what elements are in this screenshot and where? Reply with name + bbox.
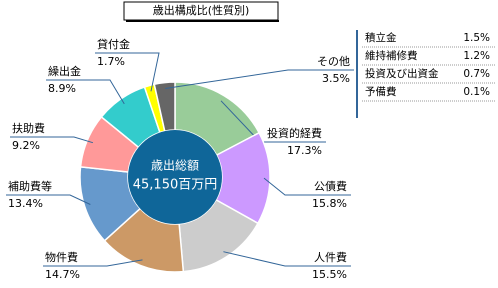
table-value: 0.1% bbox=[463, 86, 490, 98]
leader-line bbox=[46, 79, 125, 105]
center-value: 45,150百万円 bbox=[133, 178, 218, 193]
value-label: 8.9% bbox=[48, 82, 76, 95]
table-value: 1.2% bbox=[463, 50, 490, 62]
center-disc bbox=[128, 130, 222, 224]
slice-label: 繰出金 bbox=[48, 64, 81, 78]
chart-title: 歳出構成比(性質別) bbox=[153, 3, 250, 17]
slice-label: 物件費 bbox=[45, 250, 78, 264]
value-label: 1.7% bbox=[97, 55, 125, 68]
slice-label: 投資的経費 bbox=[267, 126, 322, 140]
table-name: 投資及び出資金 bbox=[365, 67, 439, 80]
leader-line bbox=[95, 52, 160, 92]
leader-line bbox=[223, 251, 351, 267]
table-name: 維持補修費 bbox=[365, 49, 418, 62]
slice-label: 補助費等 bbox=[8, 179, 52, 193]
slice-label: 人件費 bbox=[314, 250, 347, 264]
value-label: 9.2% bbox=[12, 139, 40, 152]
table-value: 0.7% bbox=[463, 68, 490, 80]
slice-label: 公債費 bbox=[314, 179, 347, 193]
leader-line bbox=[10, 136, 94, 144]
slice-label: 扶助費 bbox=[12, 121, 45, 135]
value-label: 14.7% bbox=[45, 268, 80, 281]
value-label: 15.8% bbox=[312, 197, 347, 210]
leader-line bbox=[165, 69, 354, 90]
table-value: 1.5% bbox=[463, 32, 490, 44]
value-label: 17.3% bbox=[287, 144, 322, 157]
table-name: 積立金 bbox=[365, 31, 397, 44]
value-label: 13.4% bbox=[8, 197, 43, 210]
value-label: 15.5% bbox=[312, 268, 347, 281]
leader-line bbox=[263, 177, 351, 196]
table-name: 予備費 bbox=[365, 85, 397, 98]
value-label: 3.5% bbox=[322, 72, 350, 85]
center-label: 歳出総額 bbox=[151, 159, 199, 173]
slice-label: その他 bbox=[317, 55, 350, 68]
leader-line bbox=[43, 259, 143, 267]
slice-label: 貸付金 bbox=[97, 37, 130, 51]
leader-line bbox=[6, 194, 91, 205]
